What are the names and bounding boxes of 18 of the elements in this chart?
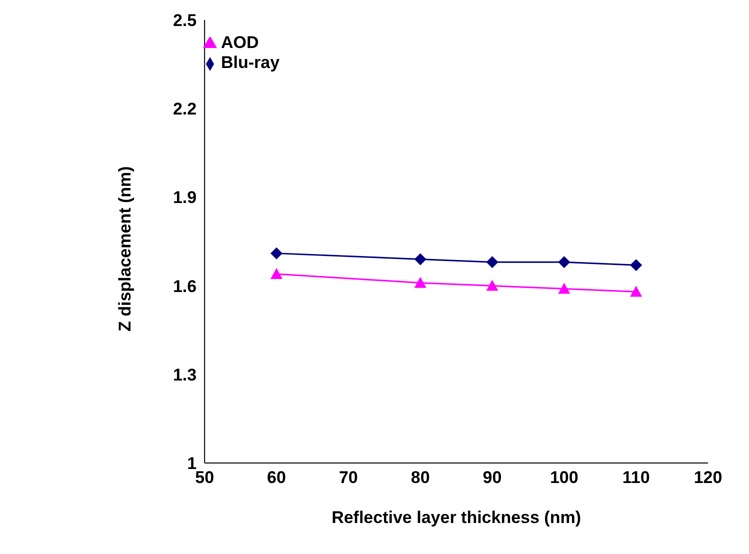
y-axis-title: Z displacement (nm): [116, 166, 135, 332]
x-tick-label: 50: [195, 468, 214, 488]
legend-label: AOD: [221, 33, 259, 52]
x-tick-label: 60: [267, 468, 286, 488]
y-tick-label: 1.6: [172, 276, 197, 296]
x-tick-label: 80: [410, 468, 430, 488]
x-tick-label: 120: [694, 468, 722, 488]
legend-label: Blu-ray: [221, 53, 280, 72]
x-tick-label: 70: [338, 468, 358, 488]
y-tick-label: 2.5: [172, 11, 197, 30]
y-tick-label: 2.2: [172, 100, 197, 119]
x-axis-title: Reflective layer thickness (nm): [332, 508, 582, 527]
y-tick-label: 1.9: [172, 188, 197, 208]
y-tick-label: 1.3: [172, 365, 197, 384]
y-tick-label: 1: [187, 454, 197, 474]
x-tick-label: 110: [622, 468, 650, 488]
x-tick-label: 90: [482, 468, 502, 488]
x-tick-label: 100: [550, 468, 578, 488]
